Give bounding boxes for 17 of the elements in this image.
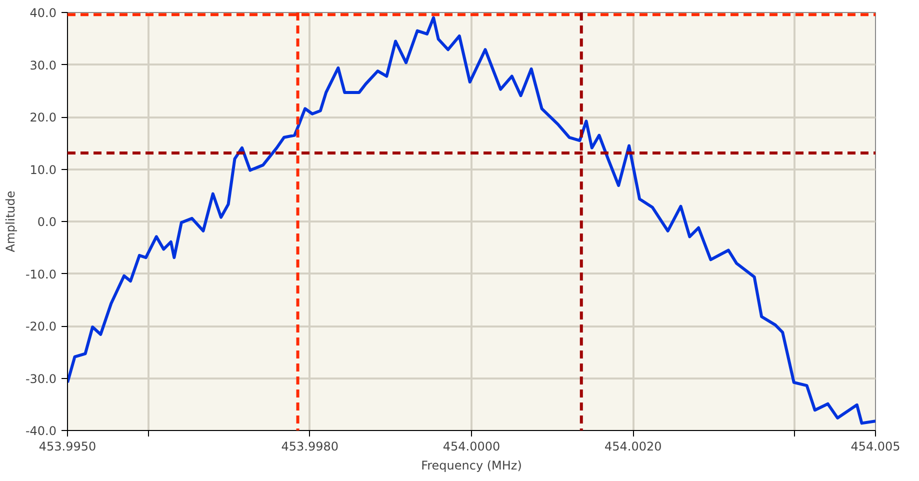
y-tick-label: 40.0 [30,6,56,20]
y-tick-label: -30.0 [25,372,57,386]
line-series [68,16,876,425]
x-tick-label: 453.9980 [281,440,339,454]
y-tick-label: 20.0 [30,110,56,124]
x-tick-label: 454.005 [850,440,900,454]
y-tick-label: -10.0 [25,267,57,282]
y-axis-title: Amplitude [3,190,18,252]
x-axis-title: Frequency (MHz) [421,458,522,472]
x-tick-label: 454.0000 [442,440,500,454]
y-tick-label: 0.0 [37,215,57,229]
y-tick-label: -40.0 [25,424,57,438]
y-tick-label: -20.0 [25,320,57,334]
y-tick-label: 30.0 [30,58,56,72]
y-tick-label: 10.0 [30,162,56,177]
x-tick-label: 454.0020 [604,440,662,454]
x-tick-label: 453.9950 [38,440,96,454]
